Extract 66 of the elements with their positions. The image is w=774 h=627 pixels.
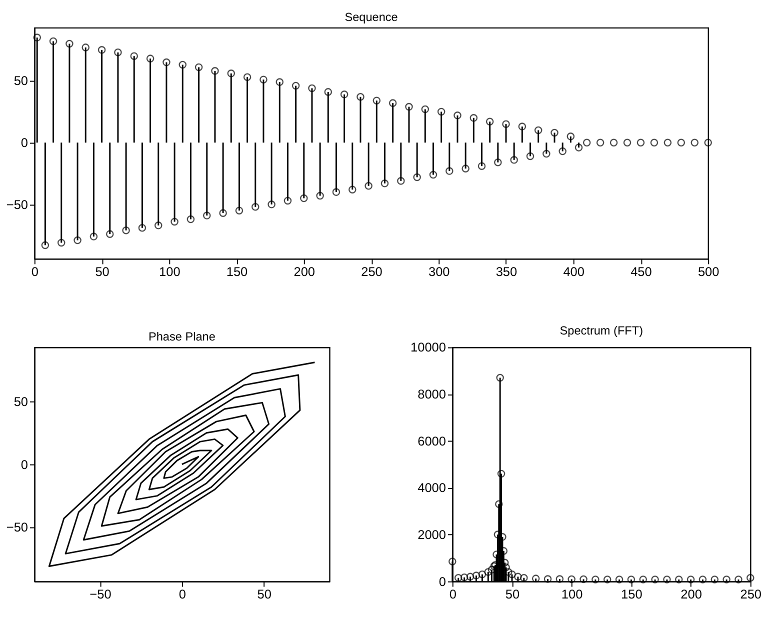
point [454,574,462,582]
point [627,576,636,584]
point [520,574,528,582]
y-tick-label: 8000 [418,386,446,402]
x-tick-label: 0 [31,264,38,280]
point [448,558,456,566]
chart-title: Sequence [344,10,398,24]
chart-title: Phase Plane [148,329,216,344]
y-tick-label: 50 [14,73,28,88]
x-tick-label: 150 [621,586,642,602]
point [488,566,496,574]
y-tick-label: 50 [14,394,28,409]
point [686,576,695,584]
y-tick-label: 0 [20,135,28,150]
point [556,575,564,583]
x-tick-label: 50 [95,264,110,280]
point [615,576,624,584]
point [746,574,754,582]
point [497,470,506,478]
point [710,576,719,584]
x-tick-label: −50 [90,586,112,602]
x-tick-label: 0 [449,586,456,602]
x-tick-label: 200 [680,586,702,602]
point [580,575,588,584]
line-series [48,362,316,568]
point [651,576,659,584]
x-tick-label: 250 [361,264,382,280]
y-tick-label: 2000 [418,526,446,542]
y-tick-label: −50 [6,196,28,212]
y-tick-label: 0 [20,456,28,472]
point [514,572,522,581]
x-tick-label: 50 [257,586,272,602]
x-tick-label: 100 [561,586,583,602]
x-tick-label: 150 [226,264,248,280]
x-tick-label: 200 [294,264,316,280]
x-tick-label: 500 [698,264,720,280]
point [496,374,504,382]
point [698,576,707,584]
point [592,576,600,584]
point [663,576,671,584]
y-tick-label: 0 [438,574,446,589]
x-tick-label: 400 [563,264,585,280]
x-tick-label: 350 [496,264,518,280]
x-tick-label: 250 [740,586,762,602]
y-tick-label: −50 [6,520,28,535]
point [478,570,486,578]
y-tick-label: 4000 [418,480,446,496]
x-tick-label: 50 [505,586,520,602]
x-tick-label: 100 [158,264,180,280]
y-tick-label: 6000 [418,433,446,448]
point [722,576,730,584]
y-tick-label: 10000 [410,340,446,355]
x-tick-label: 0 [178,586,186,602]
point [568,575,576,584]
point [639,576,648,584]
x-tick-label: 450 [630,264,652,280]
point [734,576,742,584]
point [495,500,503,508]
point [603,576,612,584]
point [674,576,683,584]
x-tick-label: 300 [428,264,450,280]
point [460,574,468,582]
point [544,575,552,583]
chart-title: Spectrum (FFT) [560,324,644,338]
point [508,570,516,578]
point [532,574,540,582]
